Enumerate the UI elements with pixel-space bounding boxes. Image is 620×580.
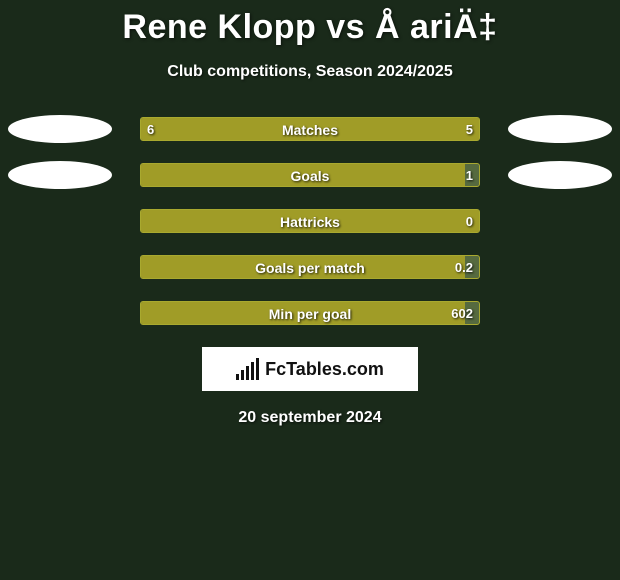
footer-date: 20 september 2024 xyxy=(0,409,620,427)
stat-bar: Hattricks 0 xyxy=(140,209,480,233)
stat-right-value: 1 xyxy=(466,164,473,188)
widget-root: Rene Klopp vs Å ariÄ‡ Club competitions,… xyxy=(0,0,620,580)
stat-left-value: 6 xyxy=(147,118,154,142)
stat-row: Min per goal 602 xyxy=(0,301,620,329)
stat-row: Hattricks 0 xyxy=(0,209,620,237)
stat-bar: 6 Matches 5 xyxy=(140,117,480,141)
stat-bar: Goals per match 0.2 xyxy=(140,255,480,279)
stat-right-value: 5 xyxy=(466,118,473,142)
fctables-logo[interactable]: FcTables.com xyxy=(202,347,418,391)
stat-right-value: 0 xyxy=(466,210,473,234)
stat-right-value: 0.2 xyxy=(455,256,473,280)
stat-bar: Min per goal 602 xyxy=(140,301,480,325)
stat-bar-fill xyxy=(141,164,465,186)
stats-rows: 6 Matches 5 Goals 1 Hattricks xyxy=(0,117,620,329)
stat-row: Goals per match 0.2 xyxy=(0,255,620,283)
stat-bar: Goals 1 xyxy=(140,163,480,187)
stat-bar-fill xyxy=(141,302,465,324)
stat-row: Goals 1 xyxy=(0,163,620,191)
stat-bar-fill xyxy=(141,256,465,278)
fctables-brand-text: FcTables.com xyxy=(265,359,384,380)
stat-row: 6 Matches 5 xyxy=(0,117,620,145)
player-right-pill xyxy=(508,115,612,143)
stat-bar-fill xyxy=(141,118,479,140)
page-title: Rene Klopp vs Å ariÄ‡ xyxy=(0,0,620,47)
fctables-logo-inner: FcTables.com xyxy=(236,358,384,380)
player-left-pill xyxy=(8,161,112,189)
page-subtitle: Club competitions, Season 2024/2025 xyxy=(0,63,620,81)
stat-right-value: 602 xyxy=(451,302,473,326)
bar-chart-icon xyxy=(236,358,259,380)
player-right-pill xyxy=(508,161,612,189)
player-left-pill xyxy=(8,115,112,143)
stat-bar-fill xyxy=(141,210,479,232)
